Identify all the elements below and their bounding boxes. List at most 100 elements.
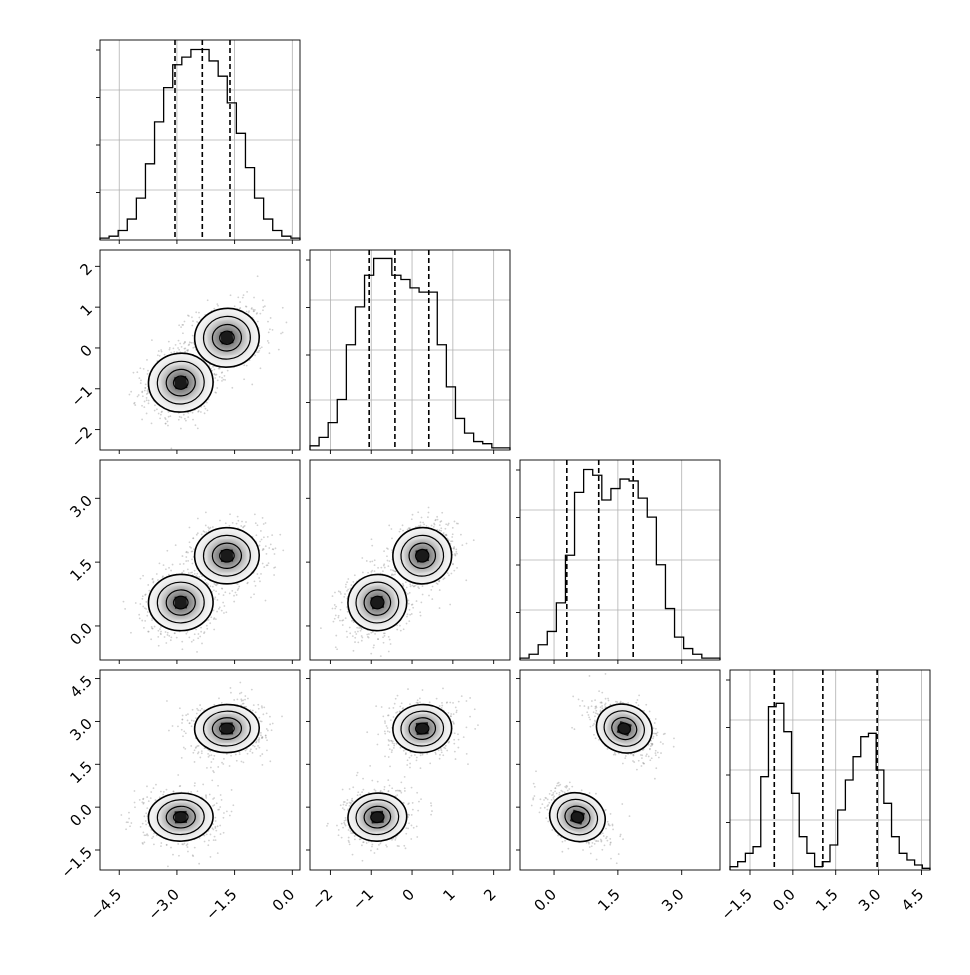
scatter-point bbox=[268, 331, 270, 333]
scatter-point bbox=[399, 531, 401, 533]
scatter-point bbox=[220, 794, 222, 796]
scatter-point bbox=[255, 585, 257, 587]
scatter-point bbox=[143, 368, 145, 370]
scatter-point bbox=[253, 310, 255, 312]
scatter-point bbox=[181, 648, 183, 650]
scatter-point bbox=[196, 534, 198, 536]
scatter-point bbox=[189, 527, 191, 529]
histogram-panel-0 bbox=[96, 40, 300, 240]
scatter-point bbox=[193, 720, 195, 722]
scatter-point bbox=[347, 589, 349, 591]
scatter-point bbox=[236, 523, 238, 525]
scatter-point bbox=[187, 552, 189, 554]
scatter-point bbox=[340, 593, 342, 595]
scatter-point bbox=[188, 315, 190, 317]
scatter-point bbox=[164, 354, 166, 356]
scatter-point bbox=[157, 636, 159, 638]
scatter-point bbox=[453, 546, 455, 548]
scatter-point bbox=[259, 347, 261, 349]
scatter-point bbox=[134, 790, 136, 792]
scatter-point bbox=[212, 586, 214, 588]
scatter-point bbox=[197, 427, 199, 429]
scatter-point bbox=[243, 364, 245, 366]
scatter-point bbox=[185, 714, 187, 716]
scatter-point bbox=[198, 745, 200, 747]
scatter-point bbox=[333, 621, 335, 623]
scatter-point bbox=[201, 750, 203, 752]
scatter-point bbox=[225, 522, 227, 524]
scatter-point bbox=[448, 523, 450, 525]
scatter-point bbox=[239, 307, 241, 309]
scatter-point bbox=[438, 580, 440, 582]
scatter-point bbox=[211, 779, 213, 781]
scatter-point bbox=[182, 555, 184, 557]
scatter-point bbox=[197, 532, 199, 534]
scatter-point bbox=[286, 322, 288, 324]
scatter-point bbox=[176, 637, 178, 639]
scatter-point bbox=[335, 646, 337, 648]
scatter-point bbox=[221, 610, 223, 612]
scatter-point bbox=[243, 294, 245, 296]
scatter-point bbox=[382, 570, 384, 572]
scatter-point bbox=[175, 344, 177, 346]
scatter-point bbox=[182, 332, 184, 334]
scatter-point bbox=[465, 579, 467, 581]
scatter-point bbox=[451, 536, 453, 538]
scatter-point bbox=[380, 655, 382, 657]
scatter-point bbox=[275, 547, 277, 549]
scatter-point bbox=[184, 321, 186, 323]
scatter-point bbox=[246, 291, 248, 293]
scatter-point bbox=[200, 411, 202, 413]
scatter-point bbox=[210, 834, 212, 836]
scatter-point bbox=[336, 648, 338, 650]
scatter-point bbox=[172, 791, 174, 793]
scatter-point bbox=[183, 747, 185, 749]
scatter-point bbox=[240, 525, 242, 527]
scatter-point bbox=[191, 571, 193, 573]
scatter-point bbox=[190, 791, 192, 793]
scatter-point bbox=[136, 371, 138, 373]
scatter-point bbox=[417, 511, 419, 513]
scatter-point bbox=[219, 376, 221, 378]
scatter-point bbox=[145, 601, 147, 603]
scatter-point bbox=[141, 419, 143, 421]
scatter-point bbox=[253, 593, 255, 595]
scatter-point bbox=[215, 590, 217, 592]
scatter-point bbox=[179, 416, 181, 418]
scatter-point bbox=[183, 563, 185, 565]
scatter-point bbox=[243, 526, 245, 528]
scatter-point bbox=[184, 748, 186, 750]
scatter-point bbox=[195, 629, 197, 631]
scatter-point bbox=[196, 573, 198, 575]
scatter-point bbox=[258, 717, 260, 719]
scatter-point bbox=[203, 632, 205, 634]
scatter-point bbox=[150, 791, 152, 793]
scatter-point bbox=[133, 372, 135, 374]
scatter-point bbox=[146, 413, 148, 415]
scatter-point bbox=[151, 837, 153, 839]
scatter-point bbox=[145, 593, 147, 595]
scatter-point bbox=[234, 305, 236, 307]
scatter-point bbox=[371, 570, 373, 572]
scatter-point bbox=[178, 349, 180, 351]
histogram-panel-3 bbox=[726, 670, 930, 870]
scatter-point bbox=[174, 632, 176, 634]
scatter-point bbox=[361, 635, 363, 637]
scatter-point bbox=[278, 349, 280, 351]
scatter-point bbox=[165, 568, 167, 570]
scatter-point bbox=[270, 544, 272, 546]
scatter-point bbox=[267, 564, 269, 566]
scatter-point bbox=[402, 524, 404, 526]
scatter-point bbox=[146, 397, 148, 399]
scatter-point bbox=[217, 852, 219, 854]
scatter-point bbox=[408, 603, 410, 605]
scatter-point bbox=[142, 823, 144, 825]
scatter-point bbox=[409, 584, 411, 586]
scatter-point bbox=[393, 574, 395, 576]
scatter-point bbox=[158, 350, 160, 352]
scatter-point bbox=[282, 307, 284, 309]
scatter-point bbox=[206, 628, 208, 630]
scatter-point bbox=[409, 614, 411, 616]
scatter-point bbox=[230, 692, 232, 694]
scatter-point bbox=[229, 525, 231, 527]
